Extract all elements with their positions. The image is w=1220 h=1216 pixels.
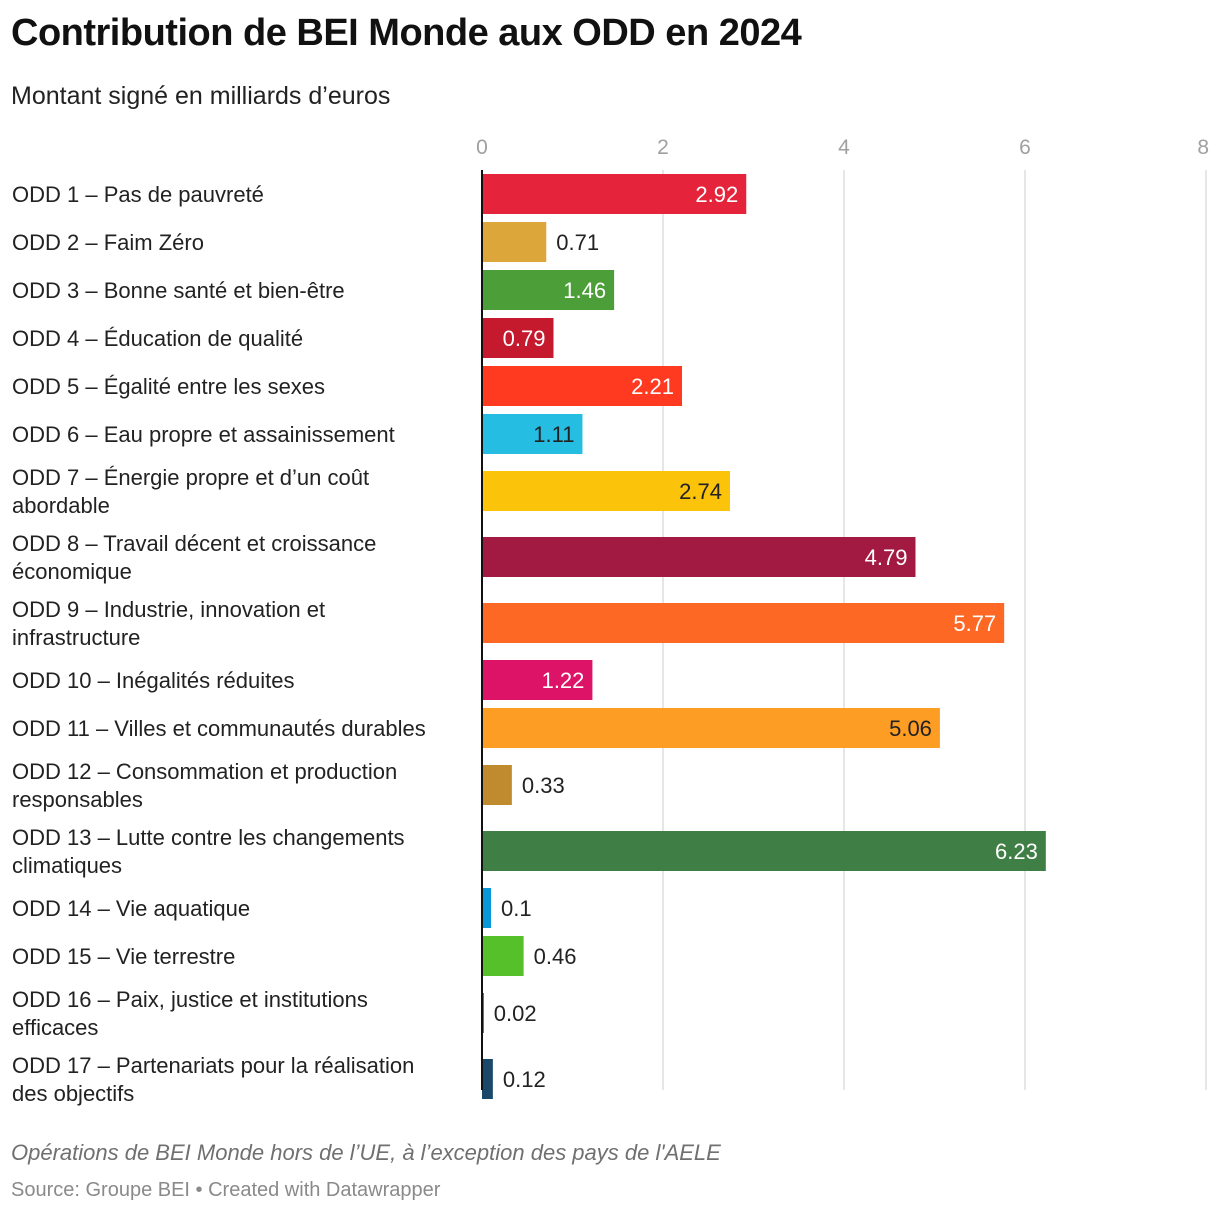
category-label: ODD 17 – Partenariats pour la réalisatio… [12, 1053, 414, 1106]
bar-row: ODD 8 – Travail décent et croissance écon… [12, 531, 916, 584]
bar [482, 603, 1005, 643]
bar [482, 270, 615, 310]
bar [482, 936, 524, 976]
bar [482, 366, 683, 406]
bar [482, 831, 1046, 871]
chart-source: Source: Groupe BEI • Created with Datawr… [11, 1179, 441, 1201]
bar-row: ODD 3 – Bonne santé et bien-être 1.46 [12, 270, 615, 310]
value-label: 0.33 [522, 773, 565, 798]
value-label: 1.46 [563, 278, 606, 303]
category-label: ODD 14 – Vie aquatique [12, 896, 250, 921]
bar-row: ODD 9 – Industrie, innovation et infrastr… [12, 597, 1005, 650]
x-tick-label: 4 [838, 136, 850, 159]
bar-row: ODD 11 – Villes et communautés durables 5… [12, 708, 940, 748]
bar [482, 471, 730, 511]
x-tick-label: 8 [1197, 136, 1209, 159]
category-label: ODD 12 – Consommation et production respo… [12, 759, 397, 812]
bar-row: ODD 14 – Vie aquatique 0.1 [12, 888, 532, 928]
category-label: ODD 16 – Paix, justice et institutions ef… [12, 987, 368, 1040]
value-label: 0.1 [501, 896, 532, 921]
bar [482, 1059, 493, 1099]
value-label: 0.71 [556, 230, 599, 255]
bar [482, 537, 916, 577]
bar-row: ODD 17 – Partenariats pour la réalisatio… [12, 1053, 546, 1106]
category-label-line: abordable [12, 493, 110, 518]
category-label: ODD 15 – Vie terrestre [12, 944, 235, 969]
value-label: 2.74 [679, 479, 722, 504]
bar-row: ODD 10 – Inégalités réduites 1.22 [12, 660, 593, 700]
bar [482, 765, 512, 805]
category-label: ODD 1 – Pas de pauvreté [12, 182, 264, 207]
value-label: 0.02 [494, 1001, 537, 1026]
bar [482, 708, 940, 748]
category-label: ODD 6 – Eau propre et assainissement [12, 422, 395, 447]
category-label: ODD 2 – Faim Zéro [12, 230, 204, 255]
value-label: 5.77 [953, 611, 996, 636]
category-label-line: économique [12, 559, 132, 584]
value-label: 0.12 [503, 1067, 546, 1092]
bar-row: ODD 7 – Énergie propre et d’un coût abord… [12, 465, 730, 518]
category-label: ODD 4 – Éducation de qualité [12, 326, 303, 351]
bar-row: ODD 5 – Égalité entre les sexes 2.21 [12, 366, 683, 406]
bar [482, 174, 747, 214]
bar-row: ODD 2 – Faim Zéro 0.71 [12, 222, 599, 262]
bar-row: ODD 15 – Vie terrestre 0.46 [12, 936, 576, 976]
value-label: 1.11 [533, 422, 574, 447]
value-label: 0.46 [534, 944, 577, 969]
bar-row: ODD 1 – Pas de pauvreté 2.92 [12, 174, 747, 214]
category-label: ODD 13 – Lutte contre les changements cli… [12, 825, 405, 878]
bar-chart: 0 2 4 6 8 ODD 1 – Pas de pauvreté 2.92 ODD 2 – … [12, 136, 1209, 1106]
value-label: 6.23 [995, 839, 1038, 864]
x-tick-label: 2 [657, 136, 669, 159]
category-label-line: ODD 8 – Travail décent et croissance [12, 531, 376, 556]
bar-row: ODD 6 – Eau propre et assainissement 1.11 [12, 414, 583, 454]
value-label: 1.22 [542, 668, 585, 693]
bar-row: ODD 13 – Lutte contre les changements cli… [12, 825, 1046, 878]
category-label-line: ODD 9 – Industrie, innovation et [12, 597, 325, 622]
category-label: ODD 7 – Énergie propre et d’un coût abord… [12, 465, 369, 518]
x-tick-label: 0 [476, 136, 488, 159]
bar-row: ODD 12 – Consommation et production respo… [12, 759, 565, 812]
bar-row: ODD 4 – Éducation de qualité 0.79 [12, 318, 554, 358]
value-label: 2.21 [631, 374, 674, 399]
category-label-line: ODD 17 – Partenariats pour la réalisatio… [12, 1053, 414, 1078]
value-label: 0.79 [503, 326, 546, 351]
category-label-line: infrastructure [12, 625, 140, 650]
bar [482, 888, 492, 928]
x-tick-label: 6 [1019, 136, 1031, 159]
category-label-line: ODD 16 – Paix, justice et institutions [12, 987, 368, 1012]
bar [482, 222, 547, 262]
category-label-line: ODD 7 – Énergie propre et d’un coût [12, 465, 369, 490]
category-label: ODD 3 – Bonne santé et bien-être [12, 278, 345, 303]
chart-title: Contribution de BEI Monde aux ODD en 202… [11, 12, 802, 54]
category-label: ODD 5 – Égalité entre les sexes [12, 374, 325, 399]
chart-note: Opérations de BEI Monde hors de l’UE, à … [11, 1140, 721, 1165]
bar-row: ODD 16 – Paix, justice et institutions ef… [12, 987, 537, 1040]
value-label: 5.06 [889, 716, 932, 741]
category-label-line: des objectifs [12, 1081, 134, 1106]
category-label: ODD 9 – Industrie, innovation et infrastr… [12, 597, 325, 650]
category-label-line: ODD 12 – Consommation et production [12, 759, 397, 784]
category-label-line: climatiques [12, 853, 122, 878]
category-label: ODD 11 – Villes et communautés durables [12, 716, 426, 741]
bar [482, 414, 583, 454]
bar [482, 318, 554, 358]
chart-subtitle: Montant signé en milliards d’euros [11, 82, 391, 110]
value-label: 2.92 [695, 182, 738, 207]
value-label: 4.79 [865, 545, 908, 570]
bar [482, 660, 593, 700]
category-label: ODD 10 – Inégalités réduites [12, 668, 295, 693]
category-label: ODD 8 – Travail décent et croissance écon… [12, 531, 376, 584]
category-label-line: responsables [12, 787, 143, 812]
category-label-line: efficaces [12, 1015, 98, 1040]
category-label-line: ODD 13 – Lutte contre les changements [12, 825, 405, 850]
